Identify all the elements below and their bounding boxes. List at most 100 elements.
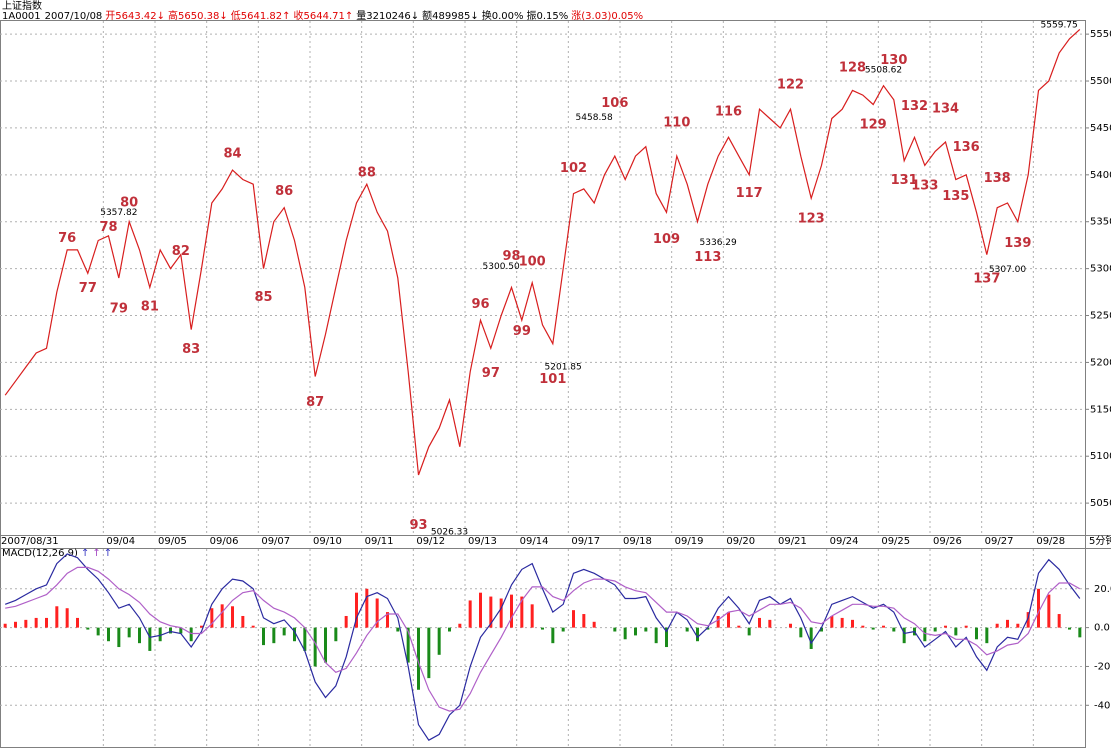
price-label: 5508.62 bbox=[865, 65, 902, 75]
wave-label: 97 bbox=[482, 366, 500, 381]
y-tick-label: 5500 bbox=[1090, 76, 1111, 87]
x-tick-label: 09/27 bbox=[985, 536, 1014, 547]
x-tick-label: 09/18 bbox=[623, 536, 652, 547]
x-tick-label: 2007/08/31 bbox=[1, 536, 59, 547]
wave-label: 83 bbox=[182, 342, 200, 357]
x-tick-label: 09/26 bbox=[933, 536, 962, 547]
y-tick-label: 5350 bbox=[1090, 217, 1111, 228]
wave-label: 117 bbox=[736, 186, 763, 201]
wave-label: 136 bbox=[953, 140, 980, 155]
wave-label: 138 bbox=[984, 171, 1011, 186]
wave-label: 116 bbox=[715, 104, 742, 119]
x-tick-label: 09/10 bbox=[313, 536, 342, 547]
y-tick-label: -20.0 bbox=[1094, 661, 1111, 672]
y-tick-label: 0.0 bbox=[1094, 623, 1110, 634]
x-tick-label: 09/17 bbox=[571, 536, 600, 547]
y-tick-label: 5400 bbox=[1090, 170, 1111, 181]
wave-label: 113 bbox=[694, 250, 721, 265]
code: 1A0001 bbox=[2, 11, 41, 22]
macd-line bbox=[5, 566, 1081, 712]
header-line: 1A0001 2007/10/08 开5643.42↓ 高5650.38↓ 低5641.… bbox=[2, 9, 643, 22]
y-tick-label: 5450 bbox=[1090, 123, 1111, 134]
wave-label: 96 bbox=[471, 297, 489, 312]
wave-label: 88 bbox=[358, 165, 376, 180]
x-tick-label: 09/20 bbox=[726, 536, 755, 547]
price-label: 5026.33 bbox=[431, 528, 468, 538]
y-tick-label: 5300 bbox=[1090, 264, 1111, 275]
x-tick-label: 09/11 bbox=[365, 536, 394, 547]
x-tick-label: 09/04 bbox=[106, 536, 135, 547]
wave-label: 139 bbox=[1004, 236, 1031, 251]
price-label: 5307.00 bbox=[989, 265, 1026, 275]
tab-title[interactable]: 上证指数 bbox=[2, 0, 42, 12]
wave-label: 106 bbox=[601, 96, 628, 111]
x-tick-label: 09/12 bbox=[416, 536, 445, 547]
wave-label: 110 bbox=[663, 116, 690, 131]
quote-field: 涨(3.03)0.05% bbox=[571, 10, 643, 22]
wave-label: 81 bbox=[141, 300, 159, 315]
wave-label: 131 bbox=[891, 173, 918, 188]
y-tick-label: 5150 bbox=[1090, 404, 1111, 415]
x-tick-label: 09/24 bbox=[830, 536, 859, 547]
price-label: 5559.75 bbox=[1041, 20, 1078, 30]
price-label: 5458.58 bbox=[576, 113, 613, 123]
y-tick-label: 20.0 bbox=[1094, 584, 1111, 595]
price-label: 5336.29 bbox=[700, 238, 737, 248]
wave-label: 135 bbox=[942, 189, 969, 204]
wave-label: 122 bbox=[777, 77, 804, 92]
x-tick-label: 09/05 bbox=[158, 536, 187, 547]
y-tick-label: 5200 bbox=[1090, 357, 1111, 368]
x-tick-label: 09/13 bbox=[468, 536, 497, 547]
wave-label: 130 bbox=[880, 53, 907, 68]
indicator-arrow: ↑ bbox=[92, 548, 100, 559]
quote-field: 收5644.71↑ bbox=[294, 9, 354, 22]
x-tick-label: 09/19 bbox=[675, 536, 704, 547]
wave-label: 79 bbox=[110, 301, 128, 316]
y-tick-label: 5100 bbox=[1090, 451, 1111, 462]
indicator-name: MACD(12,26,9) bbox=[2, 548, 78, 559]
wave-label: 133 bbox=[911, 179, 938, 194]
price-label: 5357.82 bbox=[100, 208, 137, 218]
indicator-arrow: ↑ bbox=[104, 548, 112, 559]
price-line bbox=[4, 28, 1081, 476]
wave-label: 98 bbox=[502, 249, 520, 264]
x-tick-label: 09/28 bbox=[1036, 536, 1065, 547]
wave-label: 87 bbox=[306, 395, 324, 410]
wave-label: 132 bbox=[901, 99, 928, 114]
period-label: 5分钟 bbox=[1089, 534, 1111, 547]
wave-label: 134 bbox=[932, 102, 959, 117]
quote-field: 高5650.38↓ bbox=[168, 9, 228, 22]
quote-field: 量3210246↓ bbox=[356, 10, 419, 22]
wave-label: 76 bbox=[58, 231, 76, 246]
quote-field: 换0.00% bbox=[482, 9, 524, 22]
wave-label: 84 bbox=[223, 147, 241, 162]
wave-label: 102 bbox=[560, 161, 587, 176]
x-tick-label: 09/07 bbox=[261, 536, 290, 547]
wave-label: 85 bbox=[254, 290, 272, 305]
wave-label: 99 bbox=[513, 324, 531, 339]
x-tick-label: 09/14 bbox=[520, 536, 549, 547]
quote-field: 开5643.42↓ bbox=[105, 11, 165, 22]
x-tick-label: 09/25 bbox=[881, 536, 910, 547]
y-tick-label: -40.0 bbox=[1094, 700, 1111, 711]
wave-label: 109 bbox=[653, 232, 680, 247]
wave-label: 123 bbox=[798, 211, 825, 226]
wave-label: 101 bbox=[539, 372, 566, 387]
y-tick-label: 5250 bbox=[1090, 311, 1111, 322]
wave-label: 137 bbox=[973, 271, 1000, 286]
price-label: 5300.50 bbox=[483, 262, 520, 272]
wave-label: 100 bbox=[519, 255, 546, 270]
macd-line bbox=[4, 553, 1081, 741]
indicator-title: MACD(12,26,9) ↑ ↑ ↑ bbox=[2, 548, 112, 559]
plot-frame bbox=[0, 20, 1086, 748]
wave-label: 77 bbox=[79, 281, 97, 296]
wave-label: 86 bbox=[275, 184, 293, 199]
quote-field: 振0.15% bbox=[527, 9, 569, 22]
indicator-arrow: ↑ bbox=[81, 548, 89, 559]
wave-label: 128 bbox=[839, 60, 866, 75]
wave-label: 129 bbox=[860, 118, 887, 133]
date: 2007/10/08 bbox=[45, 11, 103, 22]
wave-label: 78 bbox=[99, 220, 117, 235]
